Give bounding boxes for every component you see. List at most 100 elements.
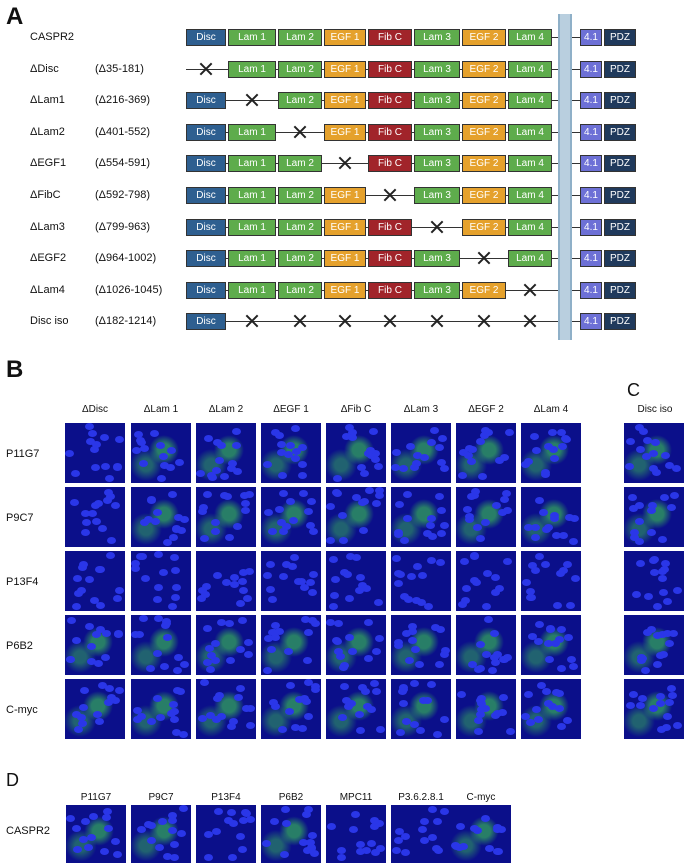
nucleus xyxy=(548,703,557,710)
domain-pdz: PDZ xyxy=(604,29,636,46)
nucleus xyxy=(556,570,565,577)
domain-egf2: EGF 2 xyxy=(462,92,506,109)
deletion-range: (Δ216-369) xyxy=(95,94,151,106)
nucleus xyxy=(92,441,101,448)
nucleus xyxy=(78,720,87,727)
row-header: P6B2 xyxy=(6,640,33,652)
deletion-x-icon xyxy=(338,156,352,170)
nucleus xyxy=(481,427,490,434)
deletion-x-icon xyxy=(338,314,352,328)
deletion-x-icon xyxy=(293,125,307,139)
nucleus xyxy=(286,442,295,449)
domain-disc: Disc xyxy=(186,250,226,267)
deletion-range: (Δ401-552) xyxy=(95,126,151,138)
nucleus xyxy=(169,701,178,708)
nucleus xyxy=(282,561,291,568)
nucleus xyxy=(153,596,162,603)
nucleus xyxy=(230,574,239,581)
nucleus xyxy=(437,507,446,514)
nucleus xyxy=(355,711,364,718)
nucleus xyxy=(153,509,162,516)
nucleus xyxy=(557,429,566,436)
nucleus xyxy=(309,528,318,535)
nucleus xyxy=(400,593,409,600)
nucleus xyxy=(271,703,280,710)
nucleus xyxy=(205,645,214,652)
row-header: P11G7 xyxy=(6,448,40,460)
panel-letter-b: B xyxy=(6,356,24,383)
nucleus xyxy=(172,526,181,533)
nucleus xyxy=(245,568,254,575)
domain-lam3: Lam 3 xyxy=(414,61,460,78)
nucleus xyxy=(528,633,537,640)
domain-4.1: 4.1 xyxy=(580,155,602,172)
domain-lam4: Lam 4 xyxy=(508,250,552,267)
deletion-x-icon xyxy=(383,188,397,202)
micrograph-tile xyxy=(131,487,191,547)
nucleus xyxy=(653,661,662,668)
nucleus xyxy=(304,629,313,636)
nucleus xyxy=(211,528,220,535)
nucleus xyxy=(87,643,96,650)
nucleus xyxy=(668,692,677,699)
nucleus xyxy=(418,826,427,833)
nucleus xyxy=(225,534,234,541)
domain-lam1: Lam 1 xyxy=(228,282,276,299)
nucleus xyxy=(651,439,660,446)
column-header: P11G7 xyxy=(80,792,112,803)
nucleus xyxy=(161,622,170,629)
nucleus xyxy=(637,657,646,664)
nucleus xyxy=(81,818,90,825)
nucleus xyxy=(657,726,666,733)
nucleus xyxy=(362,585,371,592)
nucleus xyxy=(160,462,169,469)
domain-lam3: Lam 3 xyxy=(414,250,460,267)
nucleus xyxy=(213,439,222,446)
nucleus xyxy=(636,702,645,709)
nucleus xyxy=(375,820,384,827)
nucleus xyxy=(361,688,370,695)
domain-lam2: Lam 2 xyxy=(278,29,322,46)
micrograph-tile xyxy=(391,487,451,547)
nucleus xyxy=(467,458,476,465)
nucleus xyxy=(89,813,98,820)
nucleus xyxy=(630,529,639,536)
nucleus xyxy=(408,623,417,630)
domain-4.1: 4.1 xyxy=(580,29,602,46)
nucleus xyxy=(263,572,272,579)
column-header: ΔLam 3 xyxy=(403,404,439,415)
deletion-x-icon xyxy=(199,62,213,76)
nucleus xyxy=(667,685,676,692)
nucleus xyxy=(226,657,235,664)
nucleus xyxy=(157,475,166,482)
column-header: P6B2 xyxy=(278,792,304,803)
nucleus xyxy=(236,685,245,692)
domain-lam2: Lam 2 xyxy=(278,92,322,109)
nucleus xyxy=(65,450,74,457)
nucleus xyxy=(522,579,531,586)
domain-disc: Disc xyxy=(186,29,226,46)
nucleus xyxy=(401,849,410,856)
nucleus xyxy=(552,532,561,539)
nucleus xyxy=(372,648,381,655)
nucleus xyxy=(96,602,105,609)
nucleus xyxy=(103,497,112,504)
nucleus xyxy=(87,834,96,841)
nucleus xyxy=(433,731,442,738)
nucleus xyxy=(672,465,681,472)
nucleus xyxy=(115,587,124,594)
nucleus xyxy=(214,808,223,815)
nucleus xyxy=(531,567,540,574)
nucleus xyxy=(563,717,572,724)
nucleus xyxy=(431,624,440,631)
nucleus xyxy=(95,566,104,573)
nucleus xyxy=(482,603,491,610)
nucleus xyxy=(441,647,450,654)
nucleus xyxy=(177,830,186,837)
nucleus xyxy=(329,603,338,610)
nucleus xyxy=(483,570,492,577)
column-header: Disc iso xyxy=(637,404,673,415)
nucleus xyxy=(277,441,286,448)
nucleus xyxy=(459,449,468,456)
nucleus xyxy=(180,516,189,523)
